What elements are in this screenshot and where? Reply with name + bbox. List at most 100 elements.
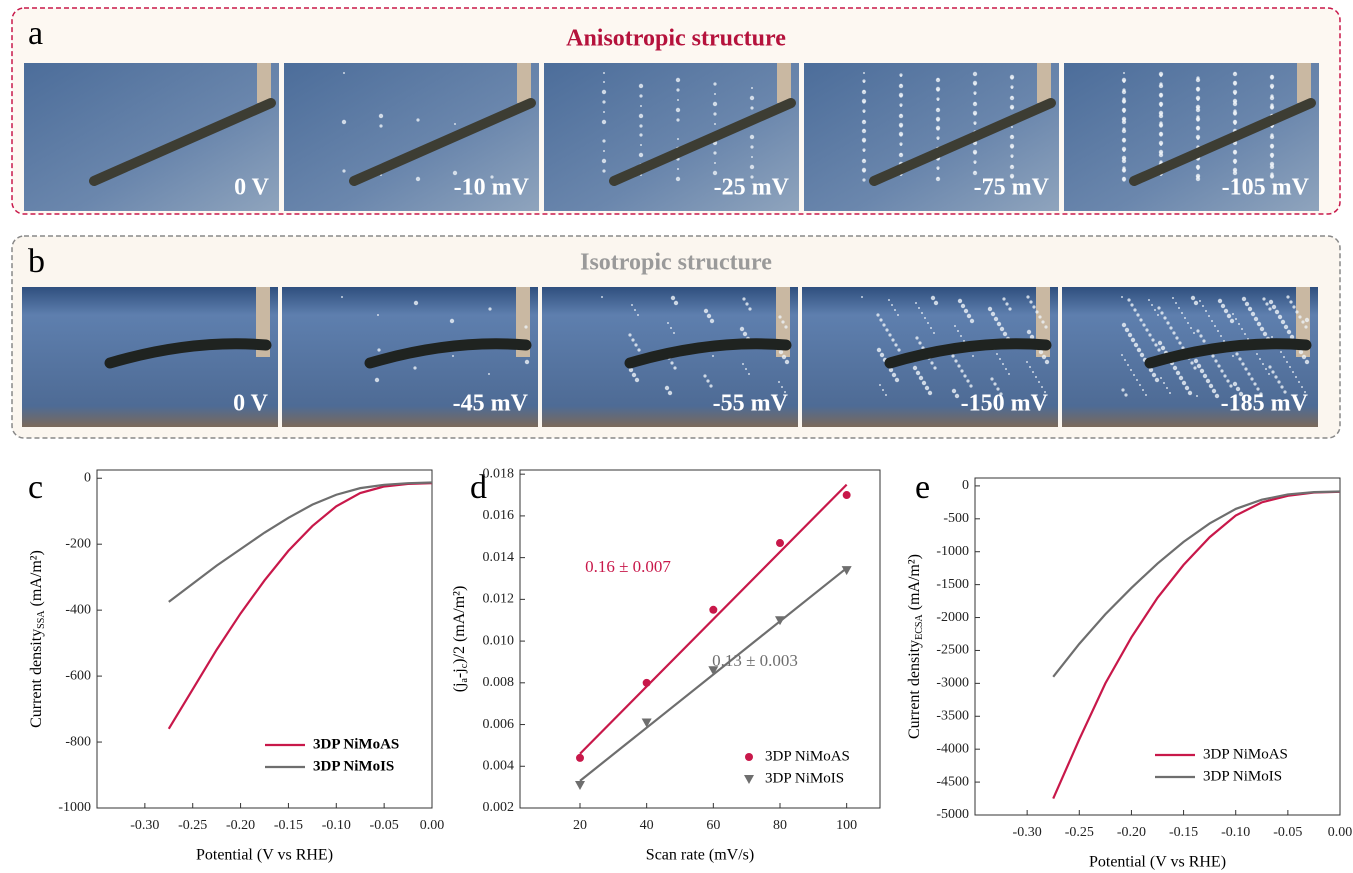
bubble	[1045, 360, 1049, 364]
bubble	[1305, 318, 1309, 322]
bubble	[1233, 99, 1237, 103]
bubble	[1270, 103, 1273, 106]
y-tick-label: -5000	[936, 807, 969, 822]
photo-label: 0 V	[234, 175, 270, 201]
bubble	[1302, 355, 1306, 359]
bubble	[670, 327, 672, 329]
legend-label: 3DP NiMoIS	[765, 770, 844, 786]
x-tick-label: -0.25	[1065, 825, 1094, 840]
y-tick-label: -1500	[936, 577, 969, 592]
bubble	[670, 361, 673, 364]
y-tick-label: -1000	[936, 544, 969, 559]
bubble	[863, 159, 865, 161]
bubble	[1217, 330, 1219, 332]
bubble	[1041, 386, 1043, 388]
photo-label: -45 mV	[453, 391, 529, 417]
bubble	[603, 72, 605, 74]
bubble	[1289, 366, 1291, 368]
bubble	[899, 103, 902, 106]
y-axis-label-part: Current density	[28, 629, 45, 728]
bubble	[1008, 373, 1010, 375]
bubble	[1029, 366, 1031, 368]
bubble	[1140, 353, 1144, 357]
bubble	[899, 142, 902, 145]
bubble	[1003, 332, 1007, 336]
bubble	[997, 322, 1001, 326]
bubble	[379, 114, 383, 118]
bubble	[894, 343, 897, 346]
bubble	[639, 114, 643, 118]
bubble	[1263, 332, 1267, 336]
bubble	[750, 165, 754, 169]
bubble	[1268, 307, 1271, 310]
x-tick-label: 0.00	[1328, 825, 1353, 840]
bubble	[1208, 315, 1210, 317]
photo: -45 mV	[282, 287, 538, 427]
bubble	[677, 99, 679, 101]
bubble	[676, 88, 679, 91]
bubble	[900, 114, 902, 116]
bubble	[1277, 380, 1280, 383]
bubble	[524, 325, 527, 328]
bubble	[602, 120, 606, 124]
legend-label: 3DP NiMoAS	[313, 736, 399, 752]
bubble	[1191, 296, 1195, 300]
bubble	[862, 79, 865, 82]
bubble	[862, 168, 866, 172]
photo-label: -55 mV	[713, 391, 789, 417]
bubble	[414, 301, 418, 305]
fit-annotation: 0.13 ± 0.003	[712, 651, 798, 670]
bubble	[1131, 338, 1135, 342]
panel-title: Anisotropic structure	[566, 26, 786, 52]
bubble	[957, 330, 959, 332]
bubble	[899, 132, 903, 136]
bubble	[1268, 365, 1271, 368]
bubble	[603, 81, 605, 83]
bubble	[879, 384, 881, 386]
bubble	[928, 391, 932, 395]
photo: -55 mV	[542, 287, 798, 427]
bubble	[927, 322, 929, 324]
bubble	[1137, 348, 1141, 352]
bubble	[1122, 166, 1125, 169]
bubble	[1142, 323, 1145, 326]
bubble	[969, 384, 972, 387]
bubble	[1193, 366, 1196, 369]
bubble	[1148, 299, 1150, 301]
bubble	[713, 82, 716, 85]
legend-label: 3DP NiMoAS	[765, 748, 850, 764]
bubble	[781, 320, 784, 323]
bubble	[1010, 85, 1013, 88]
photo-label: -10 mV	[454, 175, 530, 201]
bubble	[1027, 330, 1031, 334]
bubble	[1159, 160, 1162, 163]
panel-letter: a	[28, 15, 43, 52]
bubble	[894, 309, 896, 311]
bubble	[1185, 386, 1189, 390]
x-tick-label: -0.10	[322, 818, 351, 833]
bubble	[1271, 153, 1273, 155]
bubble	[1139, 318, 1142, 321]
bubble	[1251, 312, 1255, 316]
bubble	[1163, 382, 1165, 384]
bubble	[936, 126, 940, 130]
bubble	[1271, 336, 1273, 338]
bubble	[1160, 93, 1162, 95]
bubble	[973, 121, 976, 124]
bubble	[993, 382, 996, 385]
panel-letter: c	[28, 469, 43, 506]
fit-annotation: 0.16 ± 0.007	[585, 557, 671, 576]
bubble	[1145, 394, 1147, 396]
bubble	[1133, 308, 1136, 311]
y-axis-label: Current densityECSA (mA/m²)	[906, 554, 926, 739]
bubble	[958, 299, 962, 303]
bubble	[1235, 318, 1237, 320]
bubble	[952, 389, 956, 393]
bubble	[1196, 96, 1200, 100]
bubble	[674, 301, 678, 305]
bubble	[1005, 302, 1008, 305]
bubble	[937, 108, 939, 110]
bubble	[1176, 371, 1180, 375]
electrode-holder	[257, 63, 271, 103]
bubble	[1238, 323, 1240, 325]
